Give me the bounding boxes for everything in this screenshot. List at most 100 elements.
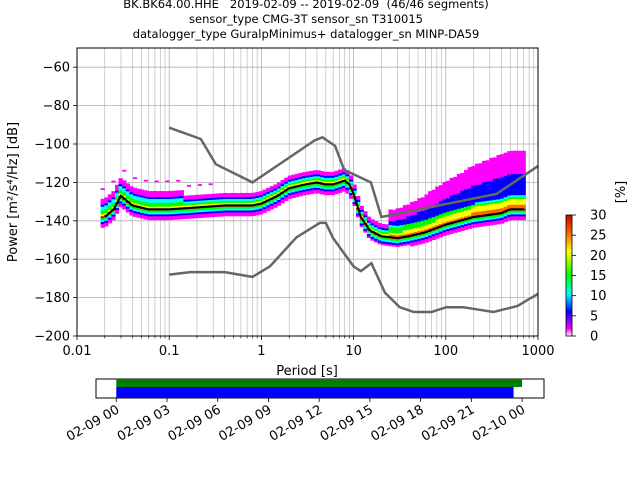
- psd-cell: [514, 187, 519, 190]
- psd-cell: [179, 192, 184, 195]
- psd-cell: [233, 200, 238, 203]
- psd-cell: [262, 210, 267, 213]
- psd-cell: [172, 196, 177, 199]
- psd-cell: [334, 170, 339, 173]
- psd-cell: [503, 179, 508, 182]
- psd-cell: [399, 219, 404, 222]
- psd-cell: [273, 203, 278, 206]
- psd-cell: [482, 208, 487, 211]
- psd-cell: [464, 189, 469, 192]
- psd-cell: [129, 194, 134, 197]
- psd-cell: [456, 189, 462, 192]
- psd-cell: [276, 203, 282, 206]
- psd-cell: [190, 204, 195, 207]
- psd-cell: [226, 198, 231, 201]
- psd-cell: [496, 156, 501, 160]
- psd-cell: [460, 226, 465, 229]
- psd-cell: [485, 173, 490, 176]
- psd-cell: [161, 202, 166, 205]
- psd-cell: [500, 206, 505, 209]
- psd-cell: [309, 172, 314, 175]
- psd-cell: [456, 221, 462, 225]
- psd-cell: [284, 192, 289, 196]
- psd-cell: [194, 198, 199, 201]
- psd-cell: [384, 226, 390, 229]
- psd-cell: [129, 188, 134, 191]
- psd-cell: [244, 194, 249, 198]
- psd-cell: [262, 202, 267, 206]
- psd-cell: [132, 203, 138, 206]
- psd-cell: [305, 190, 310, 193]
- psd-cell: [438, 206, 444, 209]
- psd-cell: [291, 182, 296, 185]
- psd-cell: [507, 181, 512, 185]
- psd-cell: [518, 154, 523, 157]
- psd-cell: [442, 183, 447, 187]
- psd-cell: [334, 174, 339, 177]
- psd-cell: [478, 201, 483, 204]
- psd-cell: [496, 206, 501, 210]
- psd-cell: [327, 173, 332, 176]
- psd-cell: [107, 201, 112, 205]
- psd-cell: [399, 207, 404, 210]
- psd-cell: [374, 230, 379, 233]
- psd-cell: [269, 186, 274, 189]
- psd-cell: [111, 193, 116, 196]
- psd-cell: [147, 212, 152, 215]
- psd-cell: [197, 215, 202, 219]
- psd-cell: [237, 206, 242, 209]
- psd-cell: [150, 204, 156, 207]
- psd-cell: [309, 186, 314, 189]
- psd-cell: [204, 196, 210, 199]
- psd-cell: [496, 210, 501, 213]
- psd-cell: [129, 207, 134, 210]
- psd-cell: [420, 226, 426, 229]
- psd-cell: [338, 175, 343, 178]
- psd-cell: [503, 175, 508, 178]
- psd-cell: [410, 219, 415, 222]
- psd-cell: [449, 223, 454, 227]
- psd-cell: [150, 194, 156, 198]
- psd-cell: [507, 212, 512, 215]
- psd-cell: [410, 222, 415, 226]
- psd-cell: [323, 192, 328, 196]
- psd-cell: [496, 199, 501, 202]
- psd-cell: [244, 192, 249, 196]
- psd-cell: [374, 234, 379, 237]
- psd-cell: [402, 237, 408, 241]
- psd-cell: [215, 201, 220, 204]
- psd-cell: [482, 160, 487, 163]
- psd-cell: [492, 205, 498, 208]
- psd-cell: [269, 189, 274, 193]
- psd-cell: [366, 216, 372, 219]
- psd-cell: [186, 205, 192, 208]
- psd-cell: [431, 212, 436, 216]
- psd-cell: [485, 217, 490, 221]
- colorbar-tick-label: 0: [590, 330, 598, 345]
- psd-cell: [456, 197, 462, 200]
- psd-cell: [356, 199, 361, 202]
- psd-cell: [140, 210, 145, 213]
- psd-cell: [201, 215, 206, 218]
- psd-cell: [431, 216, 436, 219]
- psd-cell: [467, 186, 472, 189]
- psd-cell: [496, 201, 501, 204]
- psd-cell: [273, 201, 278, 204]
- psd-cell: [474, 173, 480, 176]
- psd-cell: [460, 220, 465, 224]
- psd-cell-outlier: [111, 180, 116, 183]
- psd-cell: [327, 185, 332, 188]
- psd-cell: [341, 187, 346, 190]
- psd-cell: [474, 165, 480, 168]
- psd-cell: [399, 234, 404, 237]
- psd-cell: [507, 214, 512, 217]
- psd-cell: [330, 181, 336, 184]
- psd-cell: [222, 202, 228, 205]
- psd-cell: [496, 170, 501, 173]
- psd-cell: [460, 197, 465, 201]
- psd-cell: [446, 199, 451, 203]
- psd-cell: [100, 219, 105, 223]
- psd-cell: [244, 210, 249, 213]
- psd-cell: [276, 186, 282, 189]
- psd-cell: [150, 210, 156, 213]
